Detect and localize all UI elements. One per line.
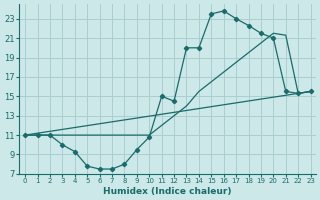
X-axis label: Humidex (Indice chaleur): Humidex (Indice chaleur) <box>103 187 231 196</box>
